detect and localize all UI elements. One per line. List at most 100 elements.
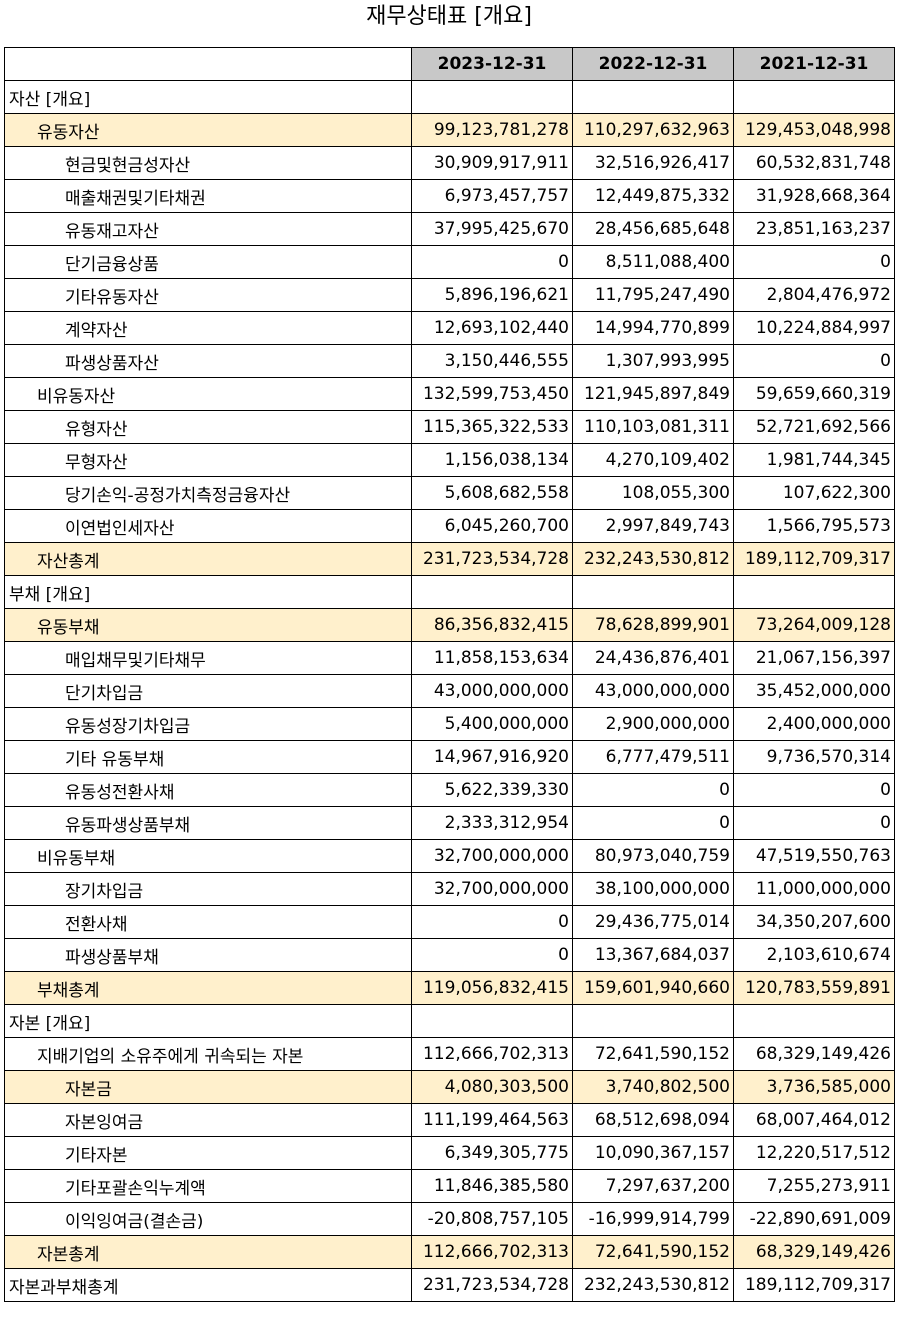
header-row: 2023-12-31 2022-12-31 2021-12-31 [4, 47, 895, 81]
row-label: 이연법인세자산 [4, 509, 412, 543]
table-row: 전환사채 0 29,436,775,014 34,350,207,600 [4, 905, 895, 939]
value-cell: 2,103,610,674 [733, 938, 895, 972]
value-cell: 232,243,530,812 [572, 1268, 734, 1302]
row-label: 장기차입금 [4, 872, 412, 906]
value-cell: 159,601,940,660 [572, 971, 734, 1005]
column-header: 2021-12-31 [733, 47, 895, 81]
table-row: 매입채무및기타채무 11,858,153,634 24,436,876,401 21,… [4, 641, 895, 675]
value-cell: 2,804,476,972 [733, 278, 895, 312]
value-cell: 1,307,993,995 [572, 344, 734, 378]
value-cell: 35,452,000,000 [733, 674, 895, 708]
row-label: 부채 [개요] [4, 575, 412, 609]
balance-sheet-table: 2023-12-31 2022-12-31 2021-12-31 자산 [개요]… [4, 47, 895, 1302]
header-blank-cell [4, 47, 412, 81]
value-cell: 0 [733, 806, 895, 840]
row-label: 자본 [개요] [4, 1004, 412, 1038]
row-label: 자산 [개요] [4, 80, 412, 114]
value-cell: 43,000,000,000 [411, 674, 573, 708]
value-cell: 120,783,559,891 [733, 971, 895, 1005]
value-cell: 189,112,709,317 [733, 542, 895, 576]
value-cell: 6,349,305,775 [411, 1136, 573, 1170]
table-row: 유동자산 99,123,781,278 110,297,632,963 129,453… [4, 113, 895, 147]
row-label: 단기금융상품 [4, 245, 412, 279]
value-cell: 29,436,775,014 [572, 905, 734, 939]
row-label: 현금및현금성자산 [4, 146, 412, 180]
table-row: 계약자산 12,693,102,440 14,994,770,899 10,224,8… [4, 311, 895, 345]
value-cell: 11,795,247,490 [572, 278, 734, 312]
table-header: 2023-12-31 2022-12-31 2021-12-31 [4, 47, 895, 81]
value-cell: 11,846,385,580 [411, 1169, 573, 1203]
value-cell: 0 [733, 344, 895, 378]
table-row: 이연법인세자산 6,045,260,700 2,997,849,743 1,566,7… [4, 509, 895, 543]
table-row: 이익잉여금(결손금) -20,808,757,105 -16,999,914,799… [4, 1202, 895, 1236]
value-cell [572, 80, 734, 114]
column-header: 2023-12-31 [411, 47, 573, 81]
value-cell: 24,436,876,401 [572, 641, 734, 675]
row-label: 비유동자산 [4, 377, 412, 411]
value-cell: 3,150,446,555 [411, 344, 573, 378]
value-cell: 231,723,534,728 [411, 1268, 573, 1302]
value-cell: 132,599,753,450 [411, 377, 573, 411]
row-label: 파생상품부채 [4, 938, 412, 972]
value-cell: 31,928,668,364 [733, 179, 895, 213]
value-cell: 0 [411, 245, 573, 279]
value-cell: 0 [572, 806, 734, 840]
value-cell: 11,000,000,000 [733, 872, 895, 906]
value-cell: 119,056,832,415 [411, 971, 573, 1005]
value-cell: 30,909,917,911 [411, 146, 573, 180]
row-label: 부채총계 [4, 971, 412, 1005]
row-label: 이익잉여금(결손금) [4, 1202, 412, 1236]
table-row: 비유동자산 132,599,753,450 121,945,897,849 59,65… [4, 377, 895, 411]
value-cell: 0 [411, 905, 573, 939]
table-row: 유동재고자산 37,995,425,670 28,456,685,648 23,851… [4, 212, 895, 246]
value-cell: 10,090,367,157 [572, 1136, 734, 1170]
row-label: 기타 유동부채 [4, 740, 412, 774]
row-label: 유동재고자산 [4, 212, 412, 246]
value-cell: 43,000,000,000 [572, 674, 734, 708]
value-cell: 32,516,926,417 [572, 146, 734, 180]
value-cell: 99,123,781,278 [411, 113, 573, 147]
table-row: 유형자산 115,365,322,533 110,103,081,311 52,721… [4, 410, 895, 444]
value-cell [733, 1004, 895, 1038]
value-cell: 5,608,682,558 [411, 476, 573, 510]
table-row: 부채 [개요] [4, 575, 895, 609]
value-cell: 32,700,000,000 [411, 872, 573, 906]
value-cell: 80,973,040,759 [572, 839, 734, 873]
value-cell: 129,453,048,998 [733, 113, 895, 147]
row-label: 자본잉여금 [4, 1103, 412, 1137]
value-cell: 59,659,660,319 [733, 377, 895, 411]
row-label: 비유동부채 [4, 839, 412, 873]
value-cell: 68,329,149,426 [733, 1235, 895, 1269]
table-row: 파생상품부채 0 13,367,684,037 2,103,610,674 [4, 938, 895, 972]
table-row: 지배기업의 소유주에게 귀속되는 자본 112,666,702,313 72,641… [4, 1037, 895, 1071]
value-cell: 12,220,517,512 [733, 1136, 895, 1170]
value-cell: 5,896,196,621 [411, 278, 573, 312]
row-label: 자산총계 [4, 542, 412, 576]
value-cell: 3,736,585,000 [733, 1070, 895, 1104]
value-cell: 28,456,685,648 [572, 212, 734, 246]
value-cell: 34,350,207,600 [733, 905, 895, 939]
value-cell: 111,199,464,563 [411, 1103, 573, 1137]
value-cell [411, 1004, 573, 1038]
row-label: 유동자산 [4, 113, 412, 147]
value-cell [411, 80, 573, 114]
row-label: 단기차입금 [4, 674, 412, 708]
table-row: 자본금 4,080,303,500 3,740,802,500 3,736,585,0… [4, 1070, 895, 1104]
value-cell: 1,566,795,573 [733, 509, 895, 543]
row-label: 유동파생상품부채 [4, 806, 412, 840]
value-cell: 86,356,832,415 [411, 608, 573, 642]
value-cell: 3,740,802,500 [572, 1070, 734, 1104]
value-cell: 5,622,339,330 [411, 773, 573, 807]
row-label: 유동성장기차입금 [4, 707, 412, 741]
value-cell [733, 575, 895, 609]
value-cell: 23,851,163,237 [733, 212, 895, 246]
page-title: 재무상태표 [개요] [366, 4, 532, 29]
value-cell: 110,103,081,311 [572, 410, 734, 444]
value-cell: 231,723,534,728 [411, 542, 573, 576]
value-cell: 12,693,102,440 [411, 311, 573, 345]
value-cell: 12,449,875,332 [572, 179, 734, 213]
table-row: 자본총계 112,666,702,313 72,641,590,152 68,329,… [4, 1235, 895, 1269]
value-cell: 112,666,702,313 [411, 1235, 573, 1269]
table-row: 유동부채 86,356,832,415 78,628,899,901 73,264,0… [4, 608, 895, 642]
table-row: 기타자본 6,349,305,775 10,090,367,157 12,220,51… [4, 1136, 895, 1170]
